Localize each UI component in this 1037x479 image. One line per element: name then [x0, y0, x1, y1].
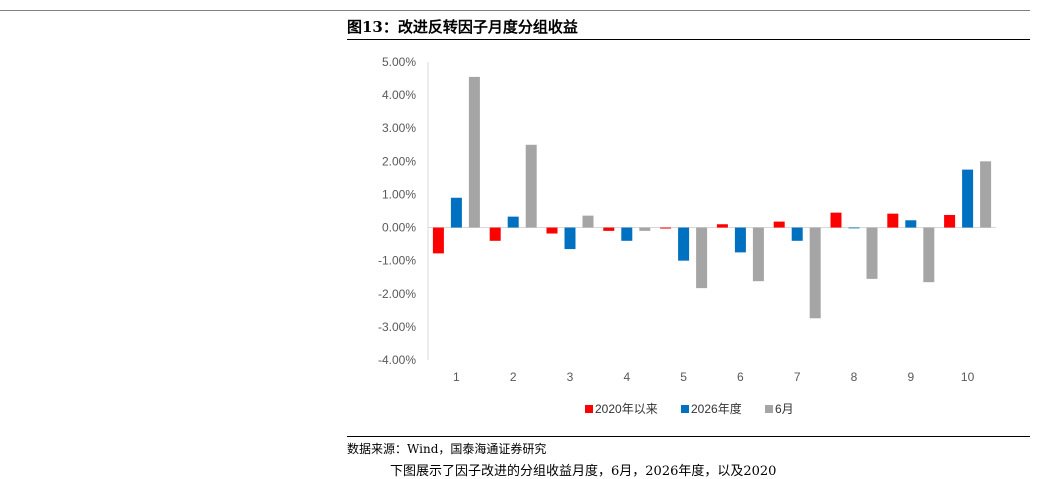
- legend-label: 2020年以来: [595, 402, 658, 416]
- legend-swatch: [585, 405, 593, 413]
- bar-2-3: [564, 227, 576, 250]
- bar-3-5: [696, 227, 708, 289]
- top-rule: [0, 10, 1030, 11]
- bar-1-5: [660, 227, 672, 229]
- bar-1-2: [489, 227, 501, 241]
- y-tick-label: 2.00%: [382, 154, 416, 168]
- x-tick-label: 7: [794, 370, 801, 384]
- source-note: 数据来源：Wind，国泰海通证券研究: [347, 442, 547, 456]
- y-tick-label: -4.00%: [378, 353, 416, 367]
- x-tick-label: 8: [851, 370, 858, 384]
- bar-3-10: [980, 161, 992, 228]
- bar-3-3: [582, 215, 594, 228]
- bar-3-6: [752, 227, 764, 282]
- title-rule: [347, 39, 1030, 40]
- x-tick-label: 10: [961, 370, 975, 384]
- bar-3-2: [525, 144, 537, 228]
- y-tick-label: -3.00%: [378, 320, 416, 334]
- bar-2-2: [507, 216, 519, 228]
- bar-3-8: [866, 227, 878, 279]
- bar-2-5: [678, 227, 690, 261]
- figure-title: 图13：改进反转因子月度分组收益: [347, 18, 578, 36]
- bar-1-1: [432, 227, 444, 254]
- bar-1-3: [546, 227, 558, 234]
- bar-2-10: [962, 169, 974, 228]
- bar-3-1: [468, 76, 480, 228]
- x-tick-label: 9: [907, 370, 914, 384]
- y-tick-label: -2.00%: [378, 287, 416, 301]
- bar-2-7: [791, 227, 803, 241]
- y-tick-label: -1.00%: [378, 254, 416, 268]
- bar-1-7: [773, 221, 785, 228]
- bar-1-8: [830, 212, 842, 228]
- x-tick-label: 2: [510, 370, 517, 384]
- legend-label: 2026年度: [691, 401, 742, 416]
- clipped-body-text: 下图展示了因子改进的分组收益月度，6月，2026年度，以及2020: [390, 464, 777, 479]
- bar-1-6: [716, 224, 728, 228]
- bar-3-9: [923, 227, 935, 283]
- bar-2-9: [905, 220, 917, 228]
- y-tick-label: 0.00%: [382, 221, 416, 235]
- bar-2-1: [450, 197, 462, 228]
- legend-swatch: [765, 405, 773, 413]
- y-tick-label: 5.00%: [382, 55, 416, 69]
- bar-2-8: [848, 227, 860, 229]
- bar-1-10: [944, 214, 956, 228]
- bar-2-4: [621, 227, 633, 241]
- x-tick-label: 3: [567, 370, 574, 384]
- x-tick-label: 1: [453, 370, 460, 384]
- bar-1-9: [887, 213, 899, 228]
- bar-3-7: [809, 227, 821, 319]
- y-tick-label: 1.00%: [382, 187, 416, 201]
- legend-swatch: [681, 405, 689, 413]
- y-tick-label: 3.00%: [382, 121, 416, 135]
- x-tick-label: 4: [623, 370, 630, 384]
- bar-2-6: [734, 227, 746, 253]
- x-tick-label: 5: [680, 370, 687, 384]
- bottom-rule: [347, 436, 1030, 437]
- y-tick-label: 4.00%: [382, 88, 416, 102]
- legend-label: 6月: [775, 402, 794, 416]
- bar-1-4: [603, 227, 615, 231]
- bar-3-4: [639, 227, 651, 231]
- x-tick-label: 6: [737, 370, 744, 384]
